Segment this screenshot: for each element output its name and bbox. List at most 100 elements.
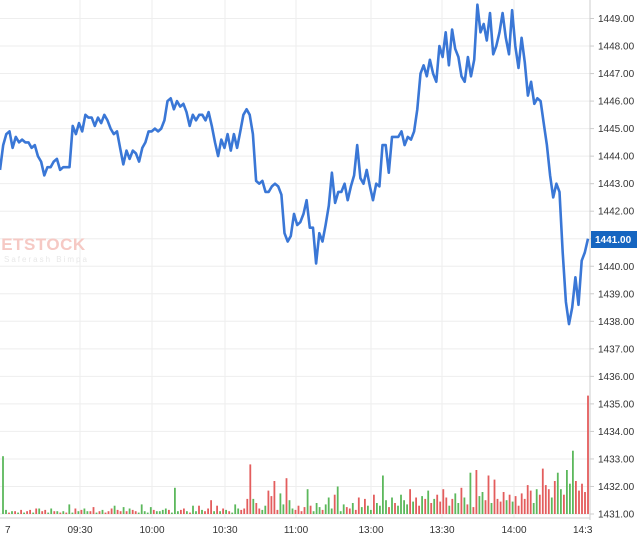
volume-bar — [128, 508, 131, 514]
volume-bar — [246, 498, 249, 514]
volume-bar — [29, 509, 31, 514]
volume-bar — [291, 508, 294, 514]
x-tick-label-edge-right: 14:3 — [573, 525, 593, 535]
volume-bars — [2, 395, 589, 514]
volume-bar — [376, 503, 378, 514]
volume-bar — [505, 500, 508, 514]
volume-bar — [330, 508, 333, 514]
volume-bar — [65, 512, 68, 514]
volume-bar — [249, 464, 252, 514]
y-tick-label: 1449.00 — [598, 14, 635, 25]
volume-bar — [312, 511, 315, 514]
y-tick-label: 1440.00 — [598, 262, 635, 273]
volume-bar — [288, 500, 291, 514]
volume-bar — [532, 503, 535, 514]
x-tick-label: 11:00 — [284, 525, 309, 535]
y-tick-label: 1436.00 — [598, 372, 635, 383]
volume-bar — [457, 503, 460, 514]
volume-bar — [354, 509, 357, 514]
volume-bar — [17, 512, 19, 514]
volume-bar — [177, 511, 179, 514]
volume-bar — [186, 511, 188, 514]
volume-bar — [285, 478, 288, 514]
y-tick-label: 1445.00 — [598, 124, 635, 135]
volume-bar — [47, 512, 50, 514]
y-tick-label: 1431.00 — [598, 510, 635, 521]
volume-bar — [333, 494, 336, 514]
volume-bar — [578, 490, 580, 514]
volume-bar — [342, 504, 345, 514]
volume-bar — [279, 493, 282, 514]
volume-bar — [195, 511, 197, 514]
volume-bar — [101, 509, 104, 514]
volume-bar — [517, 505, 520, 514]
y-tick-label: 1434.00 — [598, 427, 635, 438]
volume-bar — [152, 509, 155, 514]
volume-bar — [119, 511, 122, 514]
volume-bar — [418, 505, 420, 514]
volume-bar — [258, 508, 261, 514]
volume-bar — [264, 505, 267, 514]
volume-bar — [131, 509, 134, 514]
volume-bar — [436, 494, 439, 514]
volume-bar — [104, 512, 107, 514]
volume-bar — [134, 511, 137, 514]
volume-bar — [427, 490, 430, 514]
volume-bar — [469, 472, 472, 514]
volume-bar — [484, 500, 487, 514]
volume-bar — [231, 512, 234, 514]
volume-bar — [267, 490, 270, 514]
volume-bar — [116, 509, 119, 514]
watermark-subtext: Saferash Bimpa — [4, 255, 89, 264]
y-tick-label: 1442.00 — [598, 207, 635, 218]
volume-bar — [261, 509, 264, 514]
volume-bar — [273, 481, 276, 514]
volume-bar — [174, 487, 176, 514]
volume-bar — [526, 485, 529, 514]
volume-bar — [572, 450, 574, 514]
volume-bar — [569, 483, 571, 514]
volume-bar — [158, 511, 161, 514]
volume-bar — [62, 511, 65, 514]
volume-bar — [496, 498, 499, 514]
volume-bar — [445, 497, 448, 514]
volume-bar — [535, 489, 538, 514]
volume-bar — [406, 504, 408, 514]
volume-bar — [403, 500, 405, 514]
volume-bar — [566, 470, 568, 514]
volume-bar — [424, 498, 427, 514]
volume-bar — [481, 492, 484, 514]
volume-bar — [400, 494, 402, 514]
volume-bar — [161, 509, 164, 514]
volume-bar — [210, 500, 212, 514]
volume-bar — [415, 497, 417, 514]
volume-bar — [164, 508, 167, 514]
volume-bar — [478, 496, 481, 514]
volume-bar — [563, 494, 565, 514]
volume-bar — [89, 511, 92, 514]
volume-bar — [83, 508, 86, 514]
volume-bar — [511, 501, 514, 514]
volume-bar — [146, 512, 149, 514]
y-tick-label: 1447.00 — [598, 69, 635, 80]
volume-bar — [315, 503, 318, 514]
volume-bar — [240, 509, 243, 514]
volume-bar — [499, 501, 502, 514]
x-tick-label-edge-left: 7 — [5, 525, 11, 535]
price-line — [0, 3, 590, 326]
volume-bar — [201, 509, 203, 514]
volume-bar — [2, 456, 4, 514]
y-tick-label: 1446.00 — [598, 97, 635, 108]
volume-bar — [180, 509, 182, 514]
volume-bar — [560, 489, 562, 514]
last-price-box — [591, 231, 637, 248]
volume-bar — [382, 475, 384, 514]
volume-bar — [412, 501, 414, 514]
volume-bar — [373, 494, 375, 514]
volume-bar — [487, 475, 490, 514]
volume-bar — [237, 508, 240, 514]
volume-bar — [8, 512, 10, 514]
price-line-group — [0, 3, 590, 326]
volume-bar — [107, 511, 110, 514]
volume-bar — [155, 511, 158, 514]
